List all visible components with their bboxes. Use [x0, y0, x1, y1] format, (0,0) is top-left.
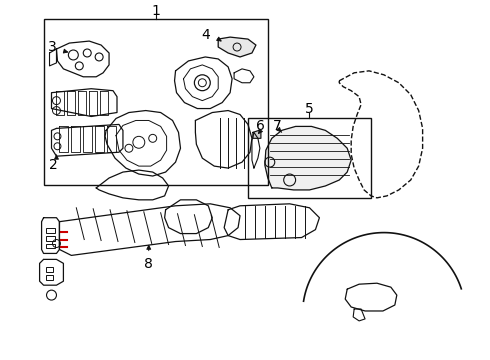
- Text: 7: 7: [273, 120, 282, 134]
- Text: 5: 5: [305, 102, 314, 116]
- Bar: [46, 235, 55, 240]
- Text: 6: 6: [256, 120, 265, 134]
- Bar: [46, 228, 55, 233]
- Polygon shape: [218, 37, 256, 57]
- Polygon shape: [253, 130, 261, 138]
- Bar: [46, 275, 53, 280]
- Bar: [44, 19, 268, 185]
- Bar: [46, 267, 53, 272]
- Text: 2: 2: [49, 158, 58, 172]
- Bar: [248, 118, 371, 198]
- Polygon shape: [265, 126, 351, 190]
- Bar: [46, 243, 55, 248]
- Text: 3: 3: [48, 40, 56, 54]
- Text: 8: 8: [145, 257, 153, 271]
- Text: 4: 4: [201, 28, 210, 42]
- Text: 1: 1: [151, 4, 160, 18]
